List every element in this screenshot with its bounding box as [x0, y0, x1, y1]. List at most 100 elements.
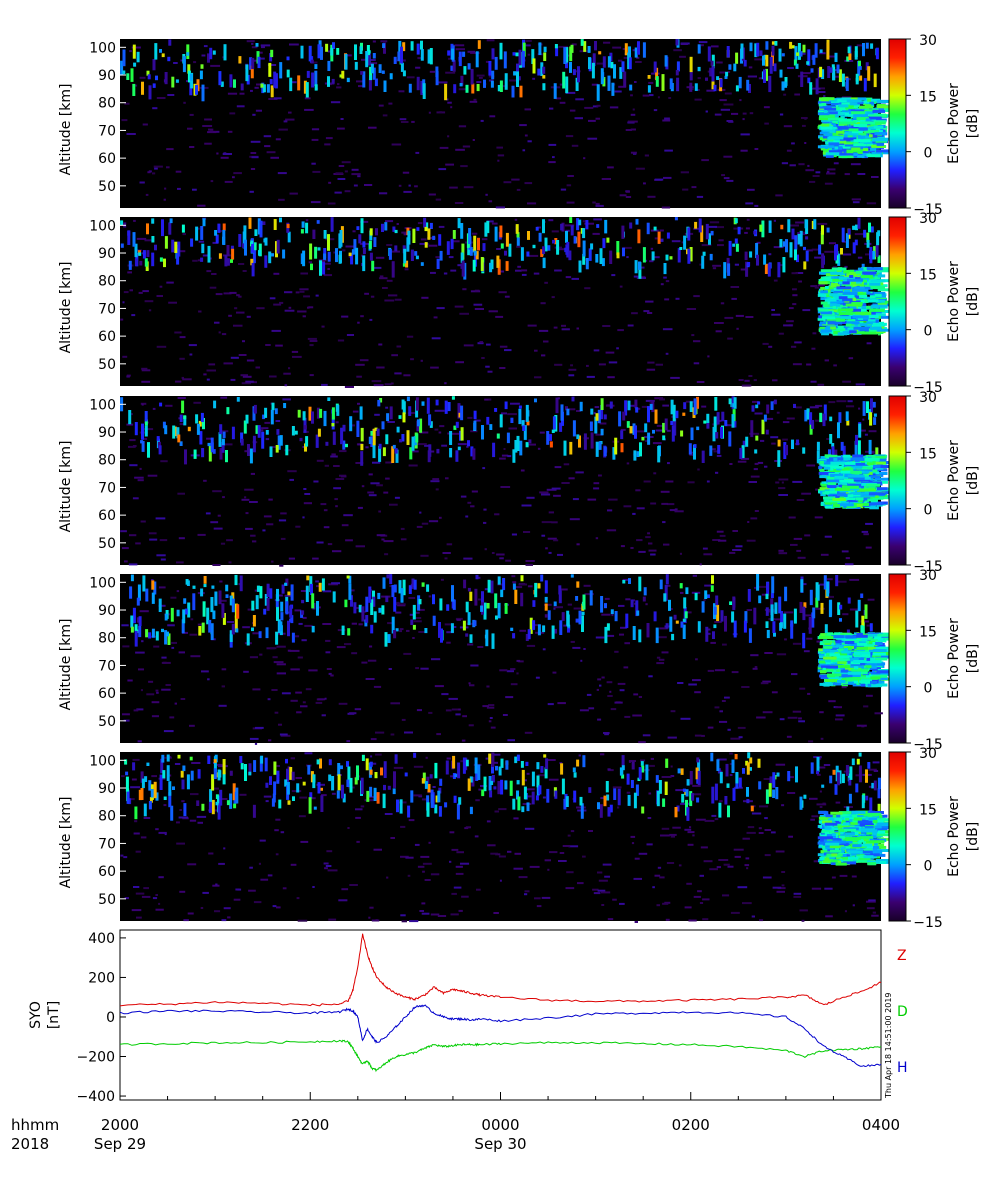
echo-cell — [226, 258, 230, 266]
echo-cell — [868, 104, 875, 108]
echo-cell — [651, 400, 655, 413]
echo-cell — [746, 218, 750, 221]
echo-cell — [569, 109, 576, 112]
echo-cell — [140, 689, 143, 692]
echo-cell — [486, 603, 490, 609]
echo-cell — [567, 175, 574, 177]
echo-cell — [186, 52, 190, 56]
echo-cell — [862, 146, 868, 150]
echo-cell — [271, 329, 281, 332]
echo-cell — [561, 612, 565, 621]
echo-cell — [460, 165, 468, 168]
echo-cell — [503, 181, 512, 184]
echo-cell — [738, 76, 742, 89]
echo-cell — [246, 359, 255, 362]
echo-cell — [221, 438, 225, 446]
echo-cell — [333, 487, 341, 490]
echo-cell — [525, 560, 535, 562]
echo-cell — [679, 552, 682, 555]
echo-cell — [359, 46, 363, 54]
echo-cell — [858, 499, 863, 503]
echo-cell — [384, 632, 388, 647]
echo-cell — [462, 715, 467, 718]
echo-cell — [190, 618, 194, 621]
echo-cell — [737, 460, 747, 463]
echo-cell — [827, 321, 843, 325]
echo-cell — [633, 450, 637, 461]
echo-cell — [128, 563, 138, 566]
echo-cell — [755, 243, 759, 259]
echo-cell — [439, 146, 449, 149]
echo-cell — [836, 328, 846, 332]
echo-cell — [419, 242, 429, 245]
echo-cell — [621, 225, 625, 239]
echo-cell — [257, 218, 261, 235]
echo-cell — [494, 513, 500, 516]
echo-cell — [177, 187, 181, 190]
echo-cell — [602, 238, 606, 249]
echo-cell — [264, 407, 268, 418]
echo-cell — [120, 318, 124, 321]
echo-cell — [568, 374, 575, 377]
echo-cell — [328, 672, 332, 675]
echo-cell — [161, 661, 171, 664]
echo-cell — [821, 69, 825, 79]
echo-cell — [600, 405, 604, 420]
echo-cell — [475, 574, 479, 580]
echo-cell — [532, 600, 536, 607]
echo-cell — [602, 325, 611, 327]
echo-cell — [620, 545, 625, 548]
echo-cell — [548, 219, 554, 222]
echo-cell — [805, 169, 815, 172]
echo-cell — [735, 85, 739, 92]
echo-cell — [457, 403, 461, 419]
echo-cell — [347, 628, 351, 636]
echo-cell — [790, 543, 798, 546]
echo-cell — [142, 123, 148, 126]
echo-cell — [552, 156, 555, 159]
echo-cell — [202, 601, 206, 617]
echo-cell — [846, 405, 855, 408]
echo-cell — [705, 223, 709, 240]
echo-cell — [699, 563, 702, 566]
echo-cell — [238, 56, 242, 64]
echo-cell — [401, 231, 407, 234]
echo-cell — [619, 67, 623, 79]
echo-cell — [689, 451, 695, 454]
echo-cell — [527, 324, 537, 327]
echo-cell — [370, 738, 377, 741]
echo-cell — [426, 397, 430, 414]
echo-cell — [471, 232, 478, 235]
echo-cell — [845, 323, 852, 327]
echo-cell — [147, 442, 150, 458]
echo-cell — [724, 92, 732, 95]
echo-cell — [250, 258, 254, 266]
echo-cell — [238, 263, 245, 265]
echo-cell — [164, 630, 168, 645]
echo-cell — [846, 487, 862, 491]
echo-cell — [869, 268, 876, 272]
echo-cell — [793, 608, 797, 624]
echo-cell — [432, 594, 435, 605]
echo-cell — [239, 92, 245, 95]
echo-cell — [765, 68, 768, 81]
echo-cell — [518, 49, 522, 66]
echo-cell — [454, 44, 465, 47]
echo-cell — [834, 245, 837, 261]
echo-y-label: Altitude [km] — [58, 441, 74, 533]
echo-cell — [823, 276, 832, 280]
echo-cell — [348, 583, 352, 600]
echo-cell — [420, 667, 429, 670]
echo-cell — [315, 580, 319, 583]
echo-cell — [563, 624, 569, 627]
echo-cell — [590, 243, 594, 250]
echo-cell — [521, 50, 525, 68]
echo-cell — [404, 268, 409, 271]
echo-cell — [435, 71, 439, 86]
echo-cell — [870, 43, 874, 49]
echo-cell — [824, 250, 834, 253]
echo-cell — [183, 415, 187, 426]
echo-cell — [528, 254, 539, 257]
echo-cell — [316, 601, 319, 616]
echo-cell — [867, 267, 883, 271]
